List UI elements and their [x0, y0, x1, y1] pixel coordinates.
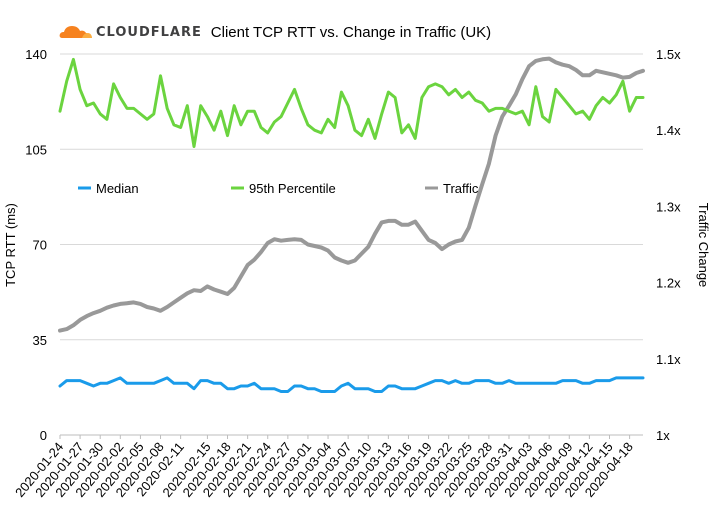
y2-tick-label: 1.4x — [656, 123, 681, 138]
grid — [60, 53, 643, 436]
cloudflare-logo: CLOUDFLARE — [59, 25, 202, 40]
y2-tick-label: 1.5x — [656, 47, 681, 62]
y-axis-title: TCP RTT (ms) — [3, 203, 18, 287]
brand-name: CLOUDFLARE — [96, 25, 202, 40]
y2-tick-label: 1x — [656, 428, 670, 443]
legend-label: Traffic — [443, 181, 479, 196]
y2-tick-label: 1.3x — [656, 199, 681, 214]
y-tick-label: 140 — [25, 47, 47, 62]
x-axis: 2020-01-242020-01-272020-01-302020-02-02… — [12, 435, 636, 500]
chart-title: Client TCP RTT vs. Change in Traffic (UK… — [211, 24, 491, 41]
y2-axis-title: Traffic Change — [696, 203, 711, 288]
legend: Median 95th Percentile Traffic — [78, 181, 479, 196]
plot-lines — [58, 56, 645, 393]
y-axis-left: 0 35 70 105 140 — [25, 47, 47, 443]
y2-tick-label: 1.2x — [656, 276, 681, 291]
y-tick-label: 0 — [40, 428, 47, 443]
legend-item-95th-percentile: 95th Percentile — [231, 181, 336, 196]
series-line-median — [58, 376, 645, 393]
legend-item-median: Median — [78, 181, 139, 196]
legend-label: Median — [96, 181, 139, 196]
legend-label: 95th Percentile — [249, 181, 336, 196]
series-line-95th-percentile — [58, 57, 645, 148]
legend-item-traffic: Traffic — [425, 181, 479, 196]
y-tick-label: 105 — [25, 142, 47, 157]
cloud-icon — [59, 26, 92, 38]
y-tick-label: 35 — [33, 333, 47, 348]
y-axis-right: 1x 1.1x 1.2x 1.3x 1.4x 1.5x — [656, 47, 681, 443]
y-tick-label: 70 — [33, 238, 47, 253]
y2-tick-label: 1.1x — [656, 352, 681, 367]
series-line-traffic — [58, 56, 645, 333]
